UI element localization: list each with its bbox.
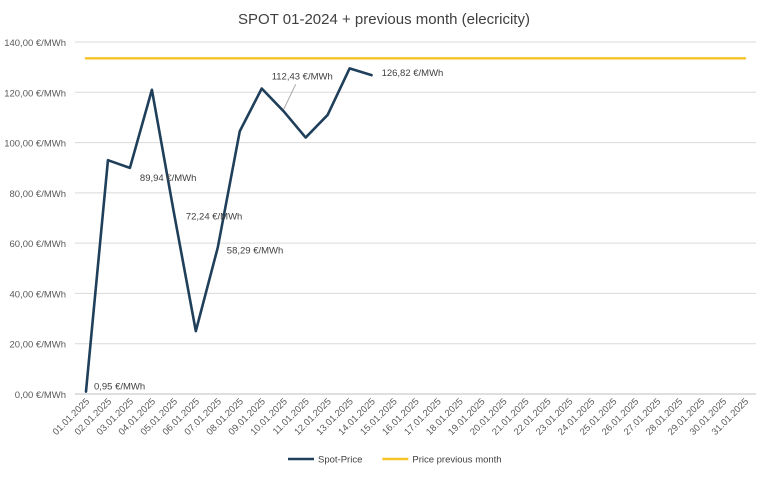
- data-label: 89,94 €/MWh: [140, 173, 197, 184]
- y-tick-label: 40,00 €/MWh: [10, 289, 67, 300]
- x-axis-tick-labels: 01.01.202502.01.202503.01.202504.01.2025…: [51, 396, 751, 437]
- y-tick-label: 120,00 €/MWh: [4, 88, 66, 99]
- y-tick-label: 20,00 €/MWh: [10, 340, 67, 351]
- series-line: [84, 67, 373, 393]
- legend-label: Spot-Price: [318, 455, 362, 466]
- data-labels: 0,95 €/MWh 89,94 €/MWh 72,24 €/MWh 58,29 €/…: [94, 68, 443, 392]
- y-tick-label: 80,00 €/MWh: [10, 189, 67, 200]
- data-label: 58,29 €/MWh: [227, 245, 284, 256]
- data-label: 112,43 €/MWh: [272, 71, 333, 82]
- legend-label: Price previous month: [412, 455, 501, 466]
- y-tick-label: 60,00 €/MWh: [10, 239, 67, 250]
- data-label: 0,95 €/MWh: [94, 382, 145, 393]
- legend: Spot-Price Price previous month: [288, 455, 502, 466]
- data-label: 126,82 €/MWh: [382, 68, 444, 79]
- y-tick-label: 140,00 €/MWh: [4, 38, 66, 49]
- y-tick-label: 0,00 €/MWh: [15, 390, 66, 401]
- gridlines: [75, 41, 756, 395]
- data-label-leader: [283, 84, 297, 110]
- data-label: 72,24 €/MWh: [186, 211, 243, 222]
- y-axis-tick-labels: 0,00 €/MWh 20,00 €/MWh 40,00 €/MWh 60,00 €/…: [4, 38, 66, 401]
- series-lines: [84, 57, 747, 393]
- y-tick-label: 100,00 €/MWh: [4, 139, 66, 150]
- chart-title: SPOT 01-2024 + previous month (elecricit…: [238, 11, 530, 28]
